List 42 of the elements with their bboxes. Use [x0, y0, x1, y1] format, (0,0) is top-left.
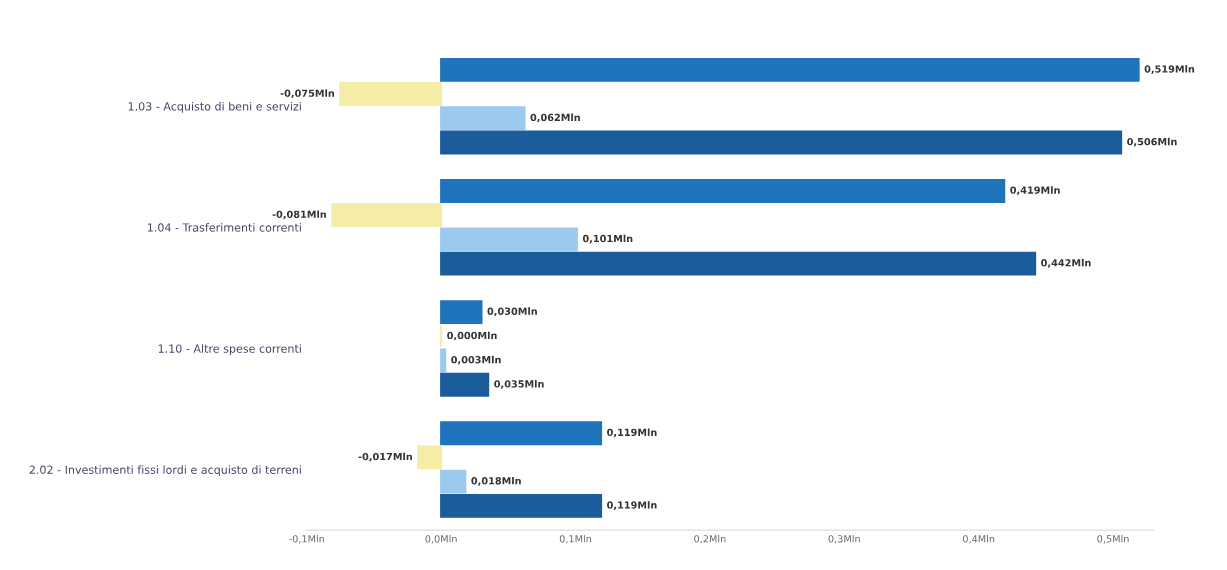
- bar: [440, 130, 1123, 155]
- data-label: 0,119Mln: [607, 428, 657, 438]
- bar: [440, 372, 490, 397]
- bar: [440, 421, 603, 446]
- bar: [440, 348, 447, 373]
- data-label: -0,017Mln: [358, 452, 412, 462]
- data-label: 0,000Mln: [447, 331, 497, 341]
- y-tick-label: 2.02 - Investimenti fissi lordi e acquisto di terreni: [29, 465, 301, 477]
- y-tick-label: 1.03 - Acquisto di beni e servizi: [128, 101, 301, 113]
- data-label: 0,035Mln: [494, 380, 544, 389]
- data-label: 0,018Mln: [471, 476, 521, 486]
- bar: [440, 227, 578, 252]
- data-label: 0,003Mln: [451, 355, 501, 365]
- x-tick-label: 0,3Mln: [828, 534, 860, 544]
- bar: [339, 82, 443, 106]
- x-tick-label: 0,2Mln: [694, 534, 726, 544]
- y-tick-label: 1.10 - Altre spese correnti: [158, 344, 301, 355]
- data-label: 0,442Mln: [1041, 258, 1091, 268]
- data-label: 0,519Mln: [1144, 65, 1195, 74]
- bar: [440, 469, 467, 494]
- bar: [440, 251, 1037, 276]
- data-label: 0,119Mln: [607, 501, 657, 510]
- x-tick-label: 0,5Mln: [1097, 534, 1129, 544]
- data-label: 0,419Mln: [1010, 186, 1060, 196]
- bar: [417, 445, 443, 470]
- x-tick-label: -0,1Mln: [289, 534, 325, 544]
- x-tick-label: 0,1Mln: [559, 534, 592, 544]
- bar: [440, 106, 526, 131]
- data-label: 0,030Mln: [487, 307, 537, 317]
- bar: [440, 300, 483, 325]
- data-label: 0,506Mln: [1127, 137, 1177, 147]
- bar: [440, 57, 1140, 82]
- data-label: 0,062Mln: [530, 113, 580, 123]
- data-label: 0,101Mln: [582, 234, 633, 244]
- bar: [440, 493, 603, 518]
- y-tick-label: 1.04 - Trasferimenti correnti: [147, 223, 301, 232]
- bar: [331, 203, 443, 228]
- data-label: -0,075Mln: [280, 89, 335, 99]
- bar: [440, 179, 1006, 203]
- x-tick-label: 0,0Mln: [425, 534, 457, 544]
- data-label: -0,081Mln: [272, 210, 326, 220]
- x-tick-label: 0,4Mln: [962, 534, 995, 544]
